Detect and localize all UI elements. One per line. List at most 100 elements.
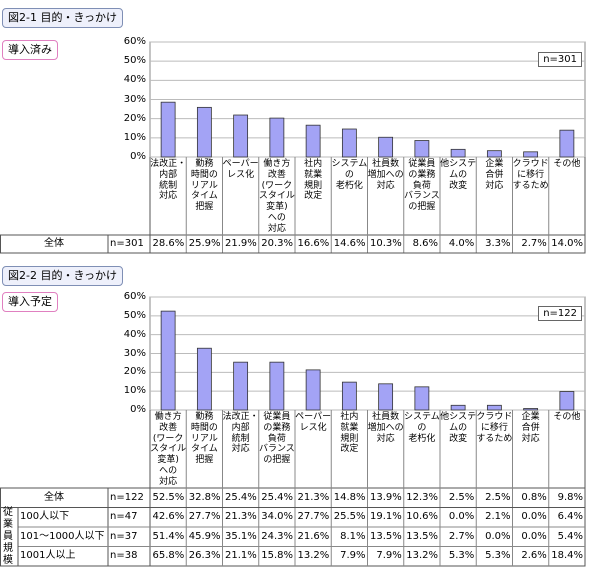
table-cell: 27.7% xyxy=(297,511,330,523)
table-cell: 21.6% xyxy=(297,530,330,542)
bar xyxy=(523,151,539,158)
row-label: 101～1000人以下 xyxy=(20,530,105,542)
value-label: 25.4% xyxy=(224,491,257,503)
bar xyxy=(196,106,212,158)
value-label: 21.9% xyxy=(224,238,257,249)
row-label: 1001人以上 xyxy=(20,550,76,562)
table-cell: 8.1% xyxy=(340,530,366,542)
x-tick-label: 企業 合併 対応 xyxy=(485,159,504,191)
table-cell: 21.1% xyxy=(224,550,257,562)
table-cell: 13.5% xyxy=(406,530,438,542)
table-cell: 2.7% xyxy=(448,530,475,542)
row-n: n=301 xyxy=(110,238,144,249)
table-cell: 15.8% xyxy=(261,550,293,562)
table-cell: 51.4% xyxy=(152,530,185,542)
y-tick-label: 10% xyxy=(123,385,146,397)
value-label: 28.6% xyxy=(152,238,185,249)
row-label: 全体 xyxy=(44,491,64,503)
x-tick-label: 社内 就業 規則 改定 xyxy=(340,412,359,455)
value-label: 21.3% xyxy=(297,491,330,503)
table-cell: 35.1% xyxy=(224,530,257,542)
value-label: 10.3% xyxy=(369,238,402,249)
value-label: 3.3% xyxy=(485,238,511,249)
table-cell: 5.4% xyxy=(557,530,583,542)
x-tick-label: 法改正・ 内部 統制 対応 xyxy=(150,159,187,202)
y-tick-label: 40% xyxy=(123,74,146,86)
x-tick-label: 社内 就業 規則 改定 xyxy=(304,159,323,202)
x-tick-label: ペーパー レス化 xyxy=(222,159,259,180)
value-label: 14.8% xyxy=(333,491,366,503)
bar xyxy=(559,129,575,158)
x-tick-label: 企業 合併 対応 xyxy=(521,412,540,444)
row-n: n=122 xyxy=(110,491,144,503)
y-tick-label: 30% xyxy=(123,93,146,105)
x-tick-label: システム の 老朽化 xyxy=(331,159,368,191)
table-cell: 13.2% xyxy=(297,550,330,562)
x-tick-label: 社員数 増加への 対応 xyxy=(367,412,404,444)
table-cell: 45.9% xyxy=(188,530,221,542)
bar xyxy=(450,148,466,158)
table-cell: 26.3% xyxy=(188,550,221,562)
table-cell: 24.3% xyxy=(261,530,293,542)
bar xyxy=(378,136,394,158)
bar xyxy=(414,386,430,411)
table-cell: 42.6% xyxy=(152,511,185,523)
n-label: n=301 xyxy=(538,52,582,67)
y-tick-label: 20% xyxy=(123,112,146,124)
x-tick-label: 勤務 時間の リアル タイム 把握 xyxy=(190,159,218,213)
table-cell: 25.5% xyxy=(333,511,366,523)
value-label: 4.0% xyxy=(448,238,475,249)
y-tick-label: 20% xyxy=(123,366,146,378)
table-cell: 0.0% xyxy=(448,511,475,523)
value-label: 12.3% xyxy=(406,491,438,503)
table-cell: 10.6% xyxy=(406,511,438,523)
y-tick-label: 50% xyxy=(123,309,146,321)
y-tick-label: 60% xyxy=(123,291,146,302)
y-tick-label: 0% xyxy=(130,151,146,162)
bar xyxy=(486,150,502,158)
table-cell: 27.7% xyxy=(188,511,221,523)
table-cell: 7.9% xyxy=(376,550,402,562)
row-n: n=38 xyxy=(110,550,138,562)
bar xyxy=(269,361,285,411)
table-cell: 34.0% xyxy=(261,511,293,523)
value-label: 2.5% xyxy=(448,491,475,503)
x-tick-label: システム の 老朽化 xyxy=(404,412,440,444)
row-n: n=47 xyxy=(110,511,138,523)
n-label: n=122 xyxy=(538,306,582,321)
table-cell: 0.0% xyxy=(521,530,547,542)
value-label: 25.9% xyxy=(188,238,221,249)
bar xyxy=(341,381,357,411)
x-tick-label: 従業員 の業務 負荷 バランス の把握 xyxy=(403,159,440,213)
x-tick-label: クラウド に移行 するため xyxy=(512,159,549,191)
value-label: 52.5% xyxy=(152,491,185,503)
table-cell: 21.3% xyxy=(224,511,257,523)
table-cell: 5.3% xyxy=(485,550,511,562)
x-tick-label: 他システ ムの 改変 xyxy=(440,159,477,191)
row-label: 100人以下 xyxy=(20,511,70,523)
x-tick-label: 従業員 の業務 負荷 バランス の把握 xyxy=(258,412,295,466)
y-tick-label: 30% xyxy=(123,347,146,359)
value-label: 9.8% xyxy=(557,491,583,503)
table-cell: 0.0% xyxy=(485,530,511,542)
table-cell: 0.0% xyxy=(521,511,547,523)
bar xyxy=(305,369,321,411)
bar xyxy=(269,117,285,158)
table-cell: 2.1% xyxy=(485,511,511,523)
bar xyxy=(523,408,539,411)
x-tick-label: その他 xyxy=(553,412,581,422)
value-label: 20.3% xyxy=(261,238,293,249)
value-label: 8.6% xyxy=(412,238,438,249)
bar xyxy=(378,383,394,411)
row-label: 全体 xyxy=(44,238,64,249)
y-tick-label: 40% xyxy=(123,328,146,340)
panel-label: 導入予定 xyxy=(2,292,58,312)
table-cell: 13.2% xyxy=(406,550,438,562)
value-label: 32.8% xyxy=(188,491,221,503)
table-cell: 2.6% xyxy=(521,550,547,562)
chart-title: 図2-2 目的・きっかけ xyxy=(2,266,124,286)
x-tick-label: 勤務 時間の リアル タイム 把握 xyxy=(190,412,218,466)
panel-label: 導入済み xyxy=(2,40,58,60)
y-tick-label: 10% xyxy=(123,131,146,143)
